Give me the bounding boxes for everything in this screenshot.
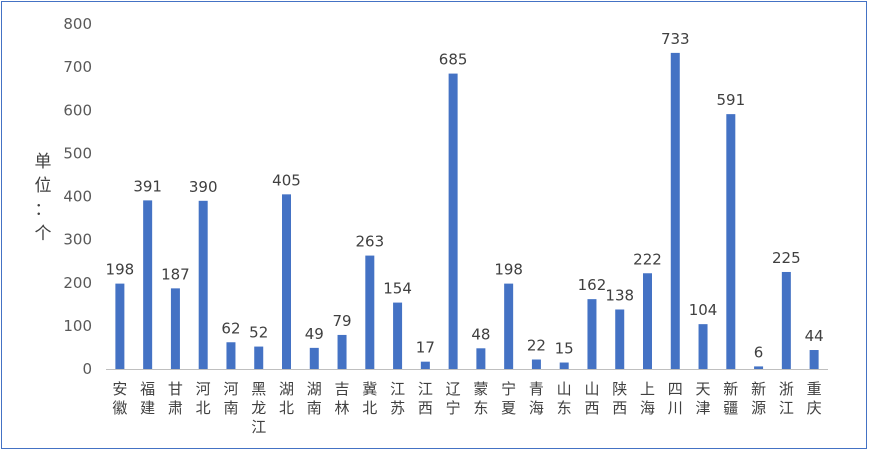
category-label: 江苏 bbox=[390, 380, 405, 417]
category-label: 浙江 bbox=[779, 380, 794, 417]
data-labels: 198 391 187 390 62 52 405 49 79 263 154 17 685 48 198 2… bbox=[106, 30, 824, 362]
bar bbox=[531, 359, 541, 369]
data-label: 162 bbox=[578, 276, 607, 294]
data-label: 48 bbox=[471, 325, 490, 343]
y-axis-label-char: 个 bbox=[35, 224, 52, 244]
data-label: 49 bbox=[305, 325, 324, 343]
bar bbox=[643, 273, 652, 369]
bar bbox=[615, 309, 625, 369]
bar bbox=[420, 361, 430, 369]
data-label: 17 bbox=[416, 339, 435, 357]
data-label: 154 bbox=[383, 280, 412, 298]
category-labels: 安徽福建甘肃河北河南黑龙江湖北湖南吉林冀北江苏江西辽宁蒙东宁夏青海山东山西陕西上… bbox=[112, 380, 821, 436]
bars bbox=[115, 52, 819, 369]
bar bbox=[309, 347, 319, 369]
category-label: 蒙东 bbox=[473, 380, 488, 417]
bar bbox=[504, 283, 514, 369]
data-label: 198 bbox=[494, 261, 523, 279]
bar bbox=[115, 283, 125, 369]
data-label: 187 bbox=[161, 265, 190, 283]
category-label: 湖北 bbox=[279, 380, 294, 417]
bar bbox=[476, 348, 486, 369]
category-label: 河南 bbox=[223, 380, 238, 417]
bar bbox=[282, 194, 291, 369]
category-label: 四川 bbox=[668, 380, 683, 417]
data-label: 104 bbox=[689, 301, 718, 319]
data-label: 733 bbox=[661, 30, 690, 48]
category-label: 新疆 bbox=[723, 380, 738, 417]
bar bbox=[587, 299, 597, 369]
y-axis-label: 单位 ： 个 bbox=[35, 152, 52, 244]
data-label: 591 bbox=[716, 91, 745, 109]
y-axis-ticks: 0 100 200 300 400 500 600 700 800 bbox=[63, 15, 92, 378]
category-label: 江西 bbox=[418, 380, 433, 417]
y-tick-label: 800 bbox=[63, 15, 92, 33]
bar bbox=[198, 200, 208, 369]
category-label: 上海 bbox=[640, 380, 655, 417]
data-label: 685 bbox=[439, 51, 468, 69]
y-axis-label-char: 单 bbox=[35, 152, 52, 172]
bar bbox=[726, 114, 736, 369]
y-axis-label-char: ： bbox=[35, 200, 52, 220]
category-label: 吉林 bbox=[335, 380, 350, 417]
category-label: 陕西 bbox=[612, 380, 627, 417]
bar bbox=[670, 52, 680, 369]
bar bbox=[781, 271, 791, 369]
category-label: 山东 bbox=[557, 380, 572, 417]
data-label: 62 bbox=[221, 319, 240, 337]
y-tick-label: 300 bbox=[63, 231, 92, 249]
category-label: 黑龙江 bbox=[251, 380, 266, 436]
category-label: 天津 bbox=[696, 380, 711, 417]
y-tick-label: 700 bbox=[63, 58, 92, 76]
data-label: 22 bbox=[527, 337, 546, 355]
bar bbox=[809, 350, 819, 369]
bar bbox=[170, 288, 180, 369]
bar bbox=[143, 200, 153, 369]
bar bbox=[226, 342, 236, 369]
bar bbox=[559, 362, 569, 369]
bar bbox=[754, 366, 764, 369]
data-label: 222 bbox=[633, 250, 662, 268]
category-label: 河北 bbox=[196, 380, 211, 417]
category-label: 冀北 bbox=[362, 380, 377, 417]
y-tick-label: 100 bbox=[63, 317, 92, 335]
data-label: 263 bbox=[355, 233, 384, 251]
bar bbox=[448, 73, 458, 369]
data-label: 6 bbox=[754, 343, 764, 361]
y-tick-label: 200 bbox=[63, 274, 92, 292]
data-label: 405 bbox=[272, 171, 301, 189]
bar bbox=[365, 255, 375, 369]
y-axis-label-char: 位 bbox=[35, 176, 52, 196]
category-label: 湖南 bbox=[307, 380, 322, 417]
category-label: 山西 bbox=[584, 380, 599, 417]
y-tick-label: 0 bbox=[82, 360, 92, 378]
data-label: 79 bbox=[332, 312, 351, 330]
bar bbox=[698, 324, 708, 369]
y-tick-label: 400 bbox=[63, 188, 92, 206]
data-label: 138 bbox=[605, 286, 634, 304]
category-label: 辽宁 bbox=[446, 380, 461, 417]
bar bbox=[337, 334, 347, 369]
category-label: 青海 bbox=[529, 380, 544, 417]
category-label: 重庆 bbox=[807, 380, 822, 417]
data-label: 225 bbox=[772, 249, 801, 267]
data-label: 52 bbox=[249, 324, 268, 342]
data-label: 44 bbox=[805, 327, 824, 345]
category-label: 新源 bbox=[751, 380, 766, 417]
data-label: 15 bbox=[555, 340, 574, 358]
y-tick-label: 500 bbox=[63, 144, 92, 162]
bar bbox=[254, 346, 264, 369]
bar bbox=[393, 302, 403, 369]
data-label: 390 bbox=[189, 178, 218, 196]
y-tick-label: 600 bbox=[63, 101, 92, 119]
data-label: 198 bbox=[106, 261, 135, 279]
category-label: 甘肃 bbox=[168, 380, 183, 417]
category-label: 安徽 bbox=[112, 380, 127, 417]
category-label: 福建 bbox=[140, 380, 155, 417]
category-label: 宁夏 bbox=[501, 380, 516, 417]
data-label: 391 bbox=[133, 177, 162, 195]
